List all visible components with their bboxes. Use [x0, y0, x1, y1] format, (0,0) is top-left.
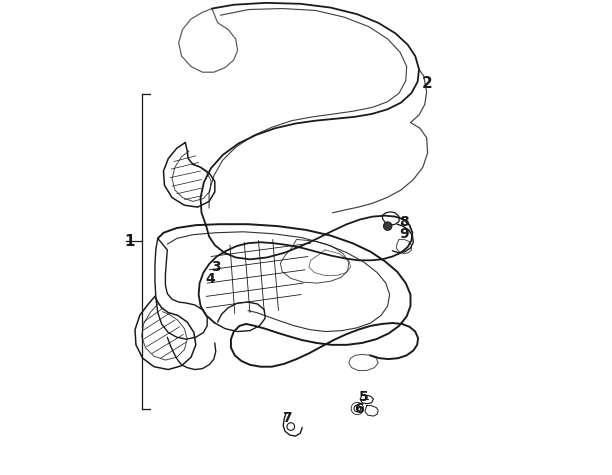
- Text: 2: 2: [422, 76, 433, 91]
- Text: 5: 5: [359, 390, 369, 404]
- Text: 3: 3: [211, 260, 220, 274]
- Circle shape: [384, 222, 392, 230]
- Text: 7: 7: [282, 411, 292, 425]
- Text: 6: 6: [354, 402, 364, 417]
- Text: 9: 9: [399, 227, 409, 241]
- Text: 8: 8: [399, 215, 409, 229]
- Text: 1: 1: [124, 234, 135, 249]
- Text: 4: 4: [205, 272, 215, 286]
